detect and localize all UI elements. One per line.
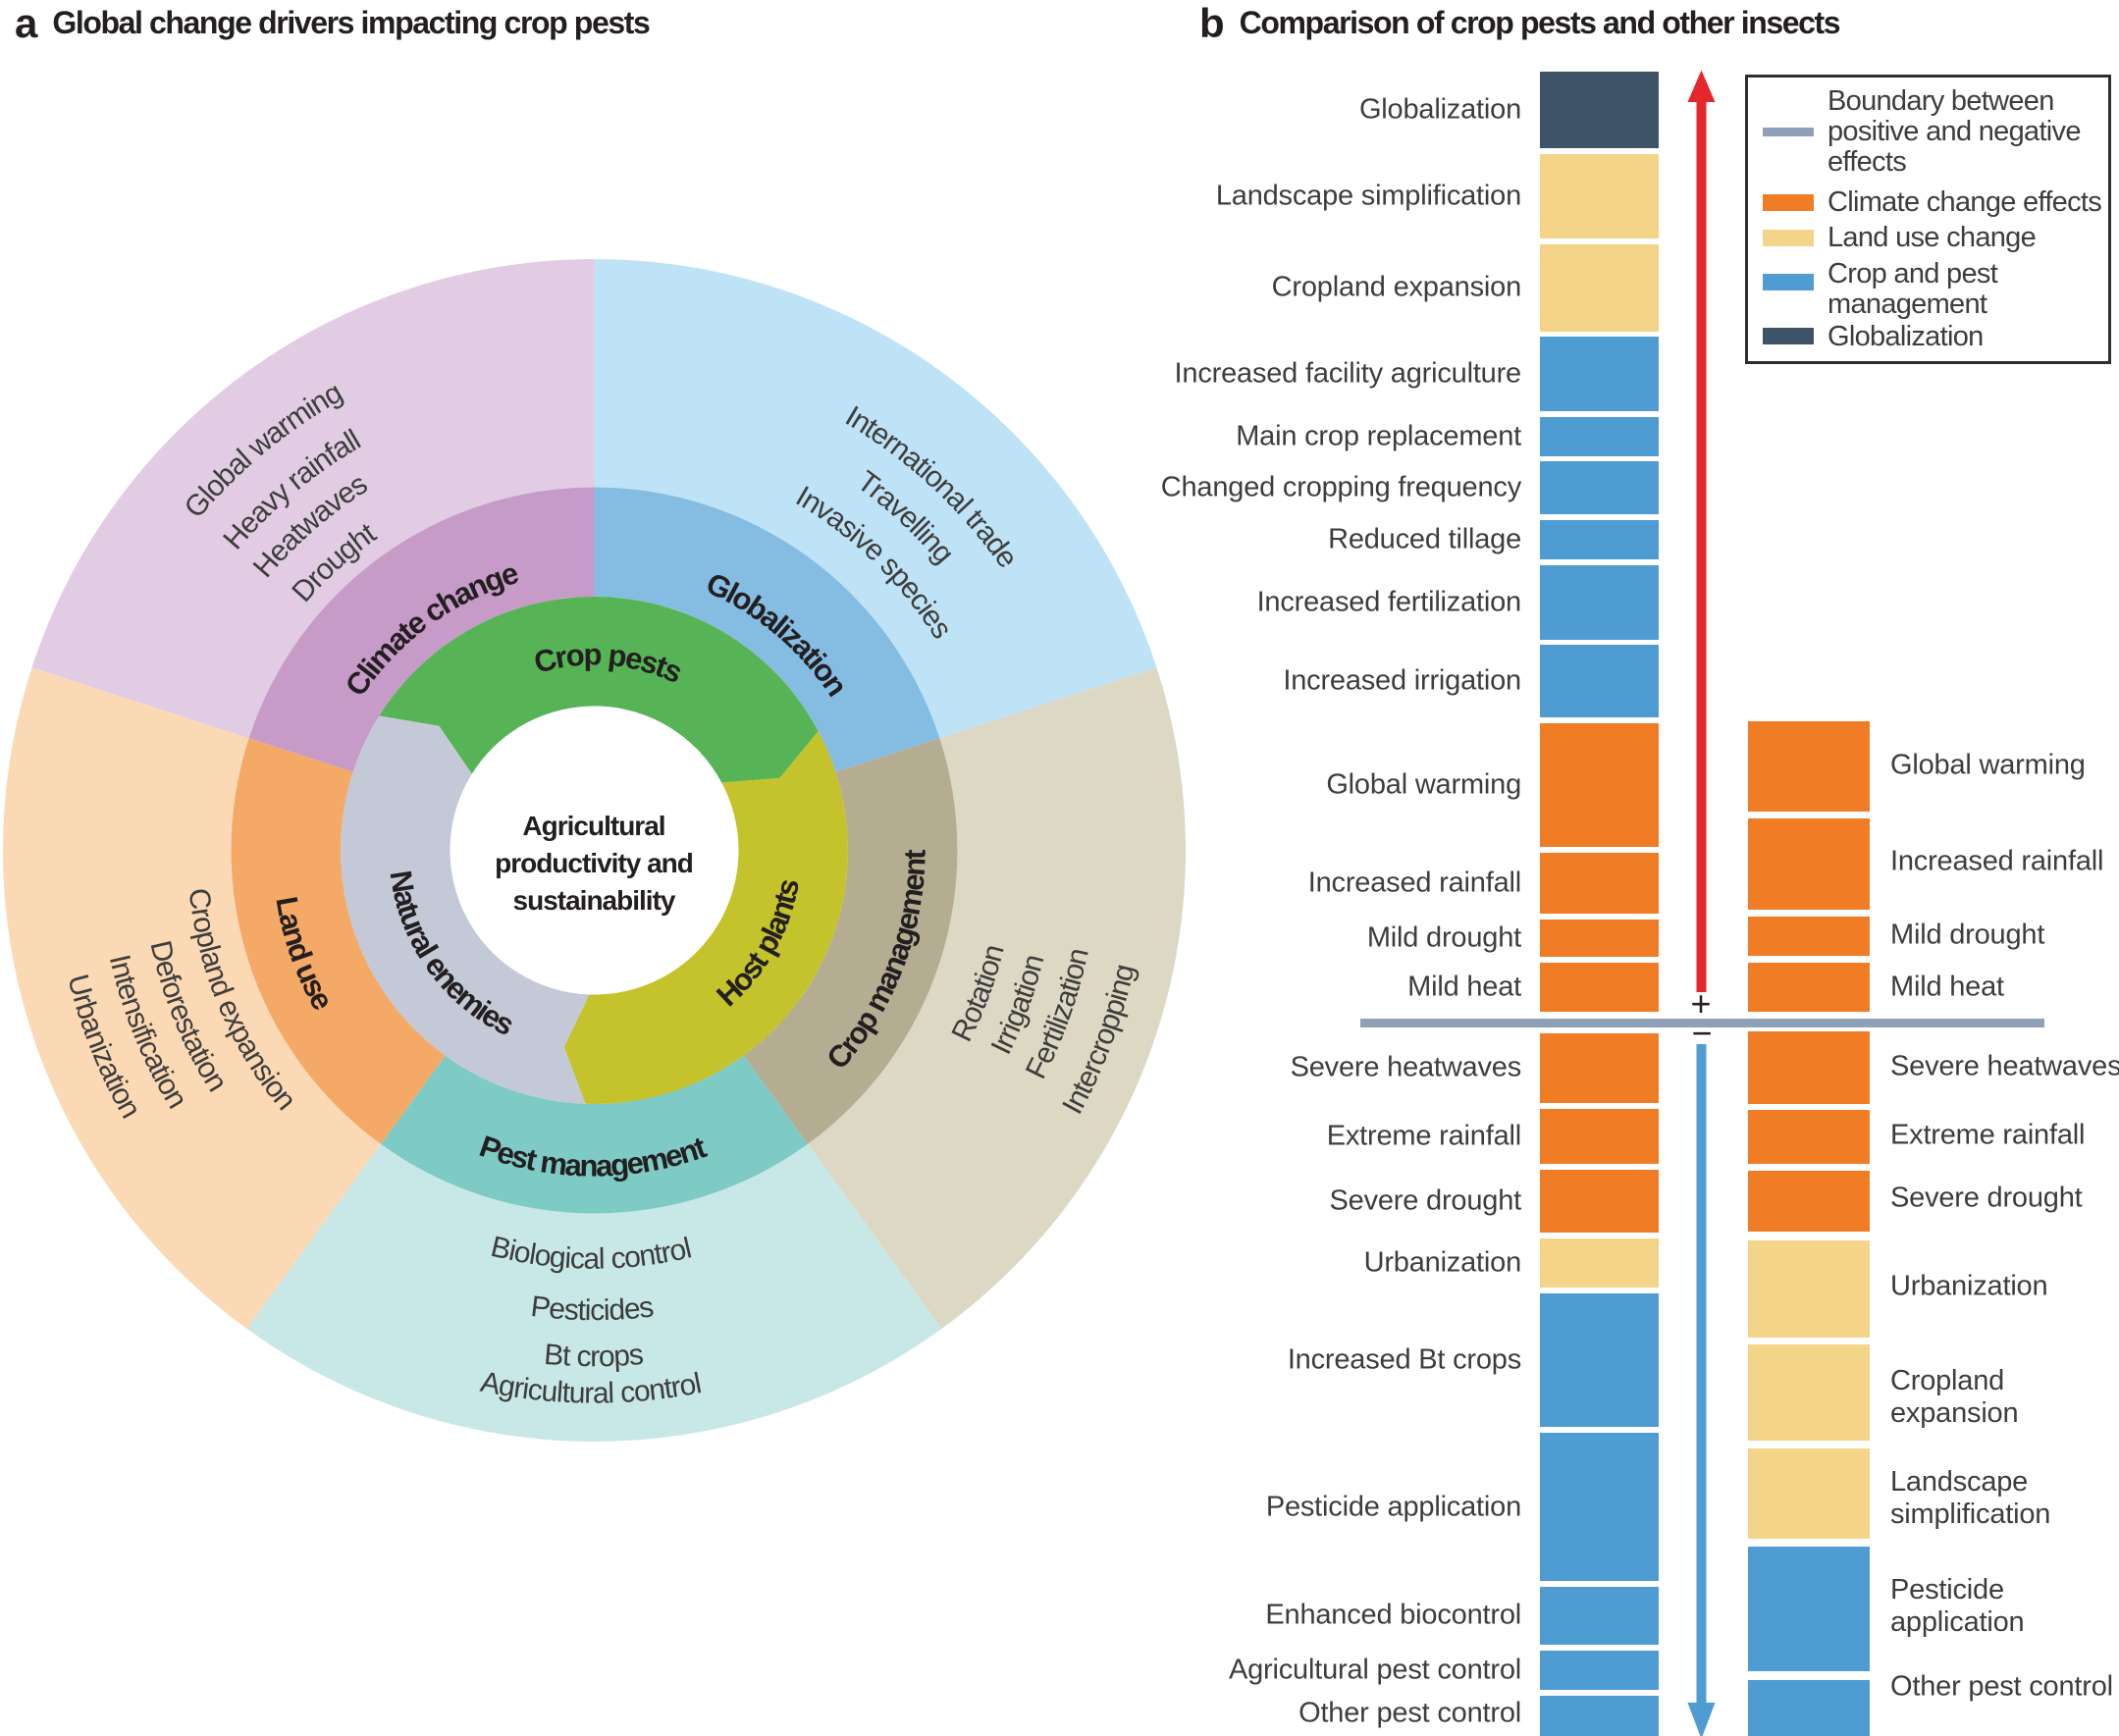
- svg-text:Bt crops: Bt crops: [543, 1339, 644, 1373]
- svg-text:−: −: [1691, 1013, 1712, 1053]
- svg-text:Pesticides: Pesticides: [529, 1290, 655, 1327]
- svg-text:+: +: [1690, 983, 1711, 1024]
